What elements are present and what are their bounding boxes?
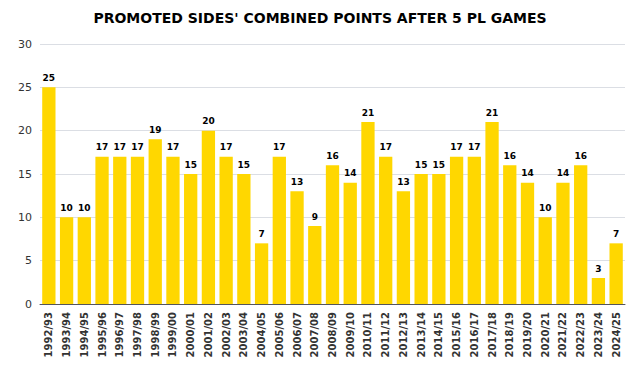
- svg-text:2007/08: 2007/08: [309, 312, 320, 357]
- svg-text:2003/04: 2003/04: [238, 312, 249, 357]
- svg-text:13: 13: [397, 177, 410, 187]
- svg-text:16: 16: [326, 151, 339, 161]
- svg-text:19: 19: [149, 125, 162, 135]
- svg-text:2015/16: 2015/16: [451, 312, 462, 357]
- svg-text:1995/96: 1995/96: [97, 312, 108, 357]
- svg-text:17: 17: [114, 142, 127, 152]
- svg-text:15: 15: [184, 160, 197, 170]
- svg-text:17: 17: [96, 142, 109, 152]
- svg-text:1996/97: 1996/97: [114, 312, 125, 357]
- svg-text:2006/07: 2006/07: [292, 312, 303, 357]
- svg-text:17: 17: [131, 142, 144, 152]
- svg-text:7: 7: [613, 229, 619, 239]
- svg-text:2002/03: 2002/03: [221, 312, 232, 357]
- svg-text:1993/94: 1993/94: [61, 312, 72, 357]
- svg-text:2016/17: 2016/17: [469, 312, 480, 357]
- svg-text:2022/23: 2022/23: [575, 312, 586, 357]
- svg-text:2023/24: 2023/24: [593, 312, 604, 357]
- svg-text:17: 17: [220, 142, 233, 152]
- svg-text:2019/20: 2019/20: [522, 312, 533, 357]
- svg-text:2011/12: 2011/12: [380, 312, 391, 357]
- svg-text:15: 15: [18, 168, 32, 181]
- svg-text:3: 3: [595, 264, 601, 274]
- svg-text:2012/13: 2012/13: [398, 312, 409, 357]
- svg-text:10: 10: [60, 203, 73, 213]
- svg-text:9: 9: [312, 212, 318, 222]
- svg-text:17: 17: [167, 142, 180, 152]
- svg-text:25: 25: [18, 81, 32, 94]
- svg-text:2009/10: 2009/10: [345, 312, 356, 357]
- svg-text:17: 17: [450, 142, 463, 152]
- svg-text:0: 0: [25, 298, 32, 311]
- svg-text:17: 17: [468, 142, 481, 152]
- svg-text:14: 14: [521, 168, 534, 178]
- svg-text:2010/11: 2010/11: [362, 312, 373, 357]
- svg-text:2008/09: 2008/09: [327, 312, 338, 357]
- svg-text:10: 10: [78, 203, 91, 213]
- svg-text:1992/93: 1992/93: [43, 312, 54, 357]
- svg-text:10: 10: [18, 211, 32, 224]
- svg-text:20: 20: [202, 116, 215, 126]
- svg-text:1994/95: 1994/95: [79, 312, 90, 357]
- svg-text:17: 17: [273, 142, 286, 152]
- svg-text:30: 30: [18, 38, 32, 51]
- svg-text:5: 5: [25, 254, 32, 267]
- svg-text:2001/02: 2001/02: [203, 312, 214, 357]
- svg-text:10: 10: [539, 203, 552, 213]
- svg-text:2005/06: 2005/06: [274, 312, 285, 357]
- svg-text:15: 15: [238, 160, 251, 170]
- svg-text:16: 16: [504, 151, 517, 161]
- svg-text:2013/14: 2013/14: [416, 312, 427, 357]
- svg-text:2014/15: 2014/15: [433, 312, 444, 357]
- svg-text:15: 15: [415, 160, 428, 170]
- svg-text:25: 25: [43, 73, 56, 83]
- svg-text:1997/98: 1997/98: [132, 312, 143, 357]
- svg-text:13: 13: [291, 177, 304, 187]
- svg-text:2018/19: 2018/19: [504, 312, 515, 357]
- svg-text:2021/22: 2021/22: [557, 312, 568, 357]
- svg-text:17: 17: [379, 142, 392, 152]
- svg-text:7: 7: [258, 229, 264, 239]
- svg-text:14: 14: [557, 168, 570, 178]
- svg-text:16: 16: [574, 151, 587, 161]
- svg-text:20: 20: [18, 124, 32, 137]
- svg-text:2004/05: 2004/05: [256, 312, 267, 357]
- svg-text:15: 15: [433, 160, 446, 170]
- svg-text:14: 14: [344, 168, 357, 178]
- svg-text:21: 21: [486, 108, 499, 118]
- svg-text:2000/01: 2000/01: [185, 312, 196, 357]
- svg-text:1998/99: 1998/99: [150, 312, 161, 357]
- svg-text:21: 21: [362, 108, 375, 118]
- svg-text:1999/00: 1999/00: [167, 312, 178, 357]
- svg-text:2017/18: 2017/18: [487, 312, 498, 357]
- svg-text:2020/21: 2020/21: [540, 312, 551, 357]
- svg-text:PROMOTED SIDES' COMBINED POINT: PROMOTED SIDES' COMBINED POINTS AFTER 5 …: [93, 10, 546, 26]
- svg-text:2024/25: 2024/25: [611, 312, 622, 357]
